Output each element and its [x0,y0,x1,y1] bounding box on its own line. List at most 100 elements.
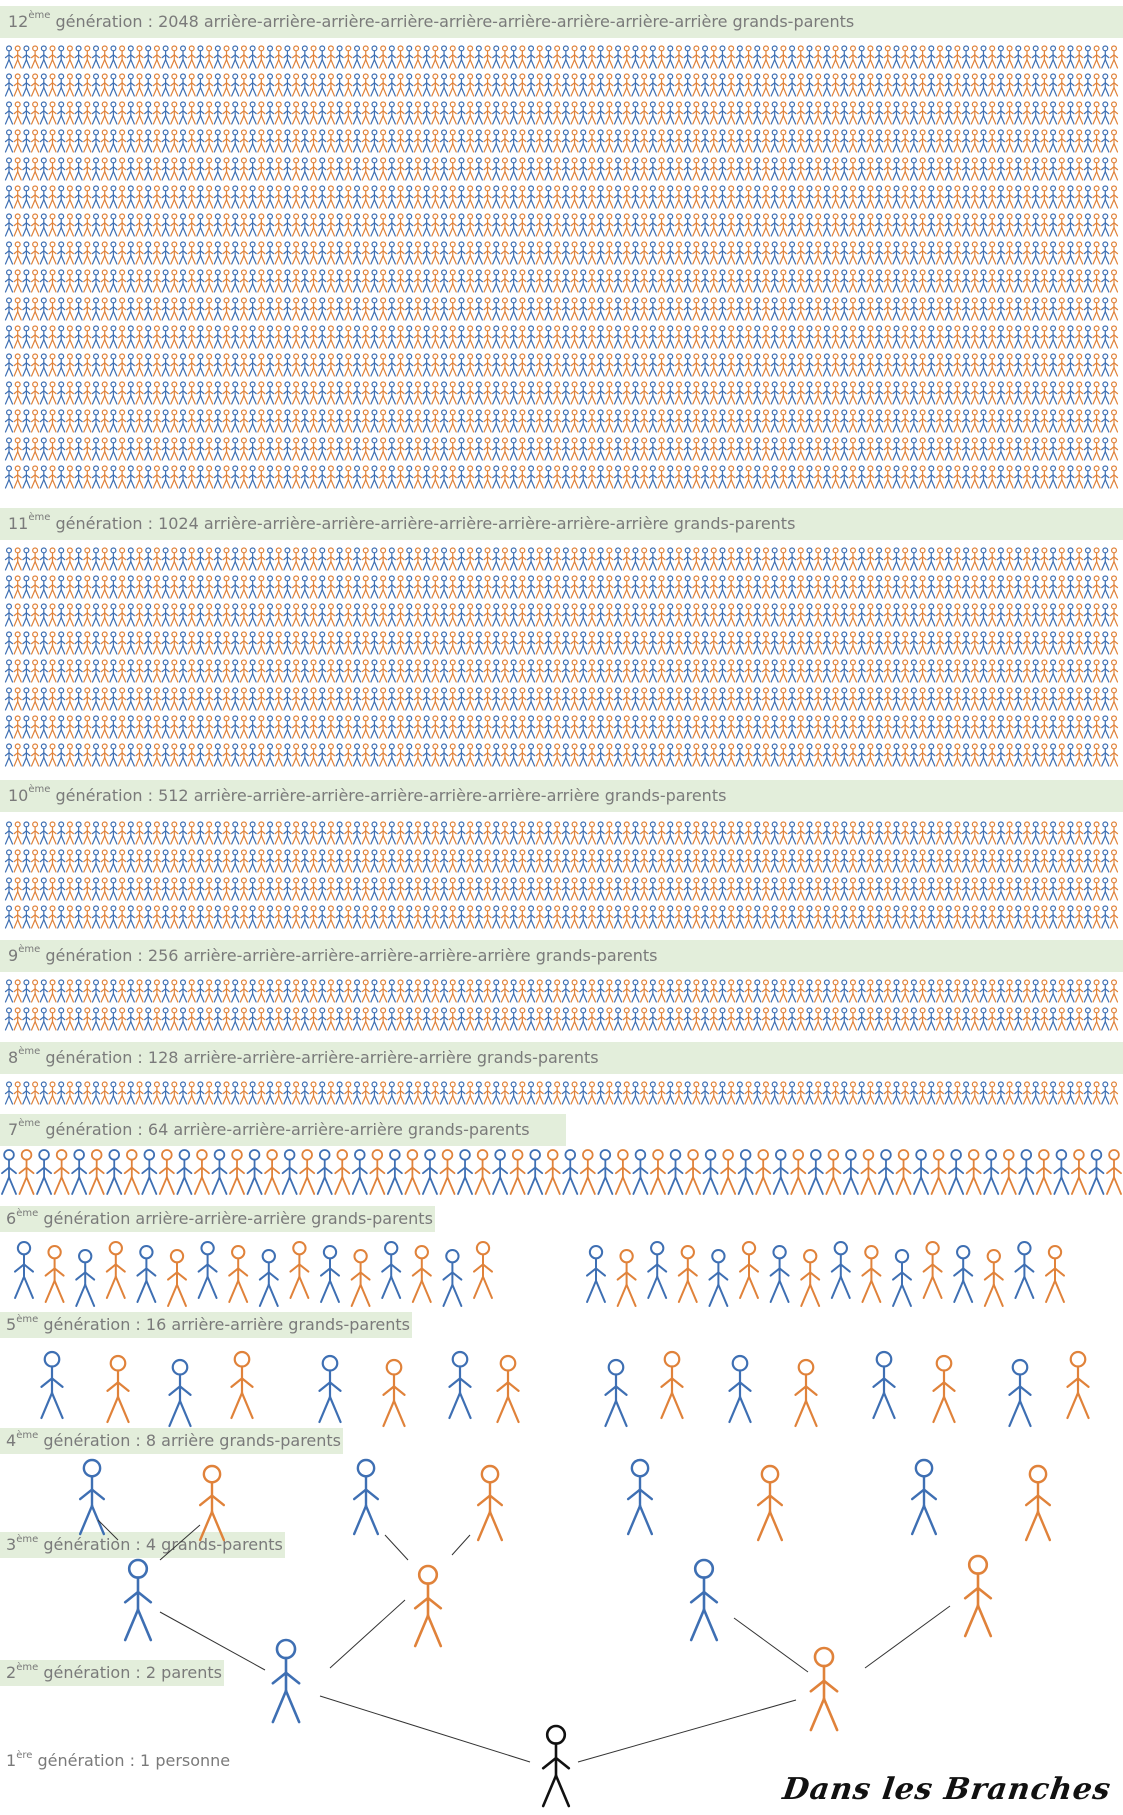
person-figure [518,45,527,69]
person-figure [135,73,144,97]
person-figure [744,45,753,69]
person-figure [909,73,919,97]
person-figure [541,1724,571,1808]
person-figure [526,73,536,97]
person-figure [170,101,179,125]
person-figure [117,73,127,97]
person-figure [123,1558,153,1642]
person-figure [239,45,249,69]
person-figure [187,101,196,125]
person-figure [840,45,849,69]
person-figure [318,45,327,69]
person-figure [866,73,875,97]
person-figure [387,73,396,97]
person-figure [935,45,945,69]
person-figure [65,101,75,125]
person-figure [222,73,231,97]
person-figure [109,45,118,69]
person-figure [739,1241,759,1299]
person-figure [492,73,501,97]
person-figure [144,101,153,125]
person-figure [422,73,431,97]
person-figure [657,73,666,97]
person-figure [561,73,570,97]
person-figure [518,73,527,97]
person-figure [963,1554,993,1638]
person-figure [22,101,31,125]
person-figure [22,45,31,69]
person-figure [44,1245,65,1303]
person-figure [648,45,657,69]
person-figure [626,1458,654,1536]
person-figure [170,73,179,97]
person-figure [640,73,649,97]
person-figure [65,73,75,97]
person-figure [231,45,240,69]
tree-link [733,1617,809,1673]
person-figure [753,45,762,69]
person-figure [1109,73,1119,97]
person-figure [318,73,327,97]
person-figure [492,45,501,69]
person-figure [117,45,127,69]
person-figure [170,45,179,69]
person-figure [1075,73,1084,97]
person-figure [640,45,649,69]
person-figure [822,73,831,97]
person-figure [258,1249,279,1307]
person-figure [787,73,797,97]
person-figure [918,45,927,69]
person-figure [457,73,466,97]
person-figure [439,73,449,97]
person-figure [422,45,431,69]
person-figure [413,1564,443,1648]
person-figure [257,45,266,69]
person-figure [75,1249,96,1307]
person-figure [753,73,762,97]
person-figure [831,45,840,69]
person-figure [466,45,475,69]
person-figure [805,45,814,69]
person-figure [265,73,275,97]
person-figure [631,73,640,97]
person-figure [761,45,771,69]
person-figure [794,1358,818,1428]
person-figure [718,45,727,69]
person-figure [204,73,214,97]
person-figure [500,45,510,69]
person-figure [709,73,718,97]
person-figure [196,73,205,97]
person-figure [1066,73,1075,97]
person-figure [109,73,118,97]
person-figure [857,45,866,69]
person-figure [1024,1464,1052,1542]
person-figure [213,73,222,97]
person-figure [657,45,666,69]
person-figure [413,45,423,69]
person-figure [570,73,579,97]
person-figure [106,1354,130,1424]
person-figure [1005,73,1014,97]
person-figure [292,73,301,97]
person-figure [596,73,605,97]
person-figure [996,45,1006,69]
person-figure [814,73,823,97]
person-figure [448,1350,472,1420]
tree-link [577,1699,797,1763]
person-figure [996,73,1006,97]
tree-link [384,1534,409,1561]
person-figure [944,45,953,69]
person-figure [39,73,48,97]
person-figure [13,45,22,69]
person-figure [1014,73,1023,97]
tree-link [159,1524,201,1561]
person-figure [631,45,640,69]
person-figure [622,73,631,97]
person-figure [30,73,40,97]
person-figure [448,45,457,69]
person-figure [161,45,170,69]
person-figure [535,45,544,69]
person-figure [292,45,301,69]
person-figure [953,45,962,69]
person-figure [1031,73,1040,97]
